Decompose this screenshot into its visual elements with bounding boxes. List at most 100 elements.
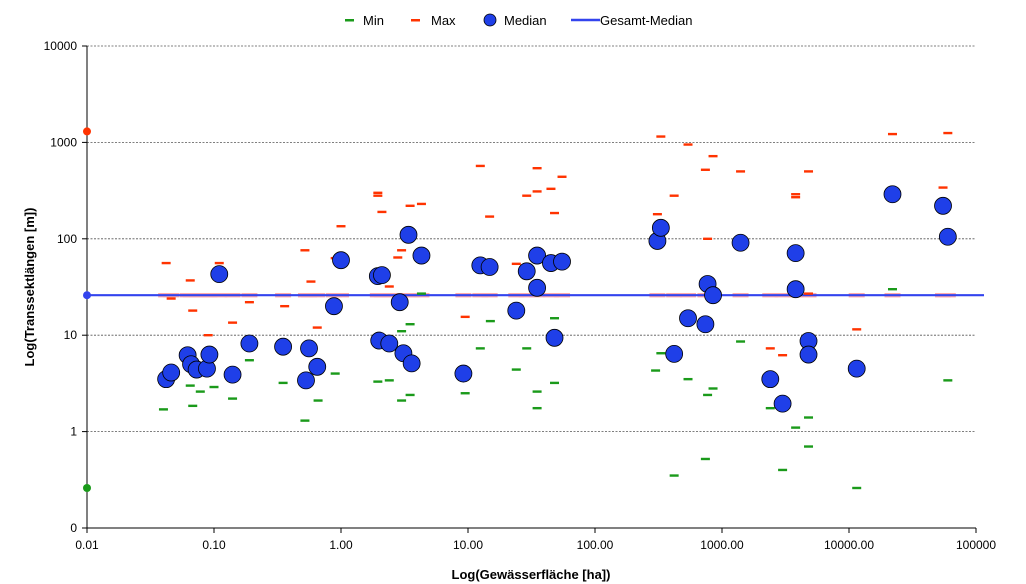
median-point [528, 278, 546, 297]
max-mark [185, 279, 195, 282]
median-point [274, 337, 292, 356]
max-mark [778, 354, 788, 357]
min-mark [397, 330, 407, 333]
median-point [773, 394, 792, 413]
median-point [402, 354, 421, 373]
median-point [297, 371, 315, 390]
x-tick-label: 0.10 [202, 538, 226, 552]
max-mark [683, 143, 693, 146]
max-mark [656, 135, 666, 138]
max-mark [166, 297, 176, 300]
max-mark [765, 347, 775, 350]
median-point [761, 370, 780, 389]
x-tick-label: 10000.00 [824, 538, 874, 552]
min-mark [852, 486, 862, 490]
median-point [412, 246, 431, 265]
median-point [162, 363, 181, 382]
median-point [883, 185, 902, 204]
min-mark [532, 390, 542, 393]
max-mark [244, 300, 254, 304]
max-mark [546, 187, 556, 191]
median-point [399, 225, 418, 244]
x-tick-label: 1000.00 [700, 538, 744, 552]
median-point [200, 345, 219, 364]
max-mark [416, 202, 426, 206]
max-mark [511, 262, 521, 266]
median-point [308, 357, 327, 376]
min-mark [397, 399, 407, 402]
min-mark [804, 416, 814, 419]
median-point [665, 344, 684, 363]
min-mark [384, 379, 394, 382]
max-mark [532, 166, 542, 170]
legend: Min Max Median Gesamt-Median [345, 13, 692, 28]
min-mark [313, 399, 323, 402]
min-mark [244, 359, 254, 362]
y-axis-title: Log(Transsektlängen [m]) [22, 208, 37, 367]
min-mark [522, 347, 532, 350]
min-mark [651, 369, 661, 372]
min-mark [158, 408, 168, 411]
max-mark [460, 315, 470, 319]
min-mark [373, 380, 383, 383]
median-point [731, 233, 750, 252]
x-tick-label: 100.00 [577, 538, 614, 552]
min-mark [656, 352, 666, 355]
legend-median-label: Median [504, 13, 547, 28]
min-mark [209, 385, 219, 389]
median-point [373, 266, 391, 285]
median-point [799, 345, 818, 364]
max-mark [228, 321, 238, 324]
x-tick-label: 1.00 [329, 538, 353, 552]
max-mark [804, 292, 814, 295]
min-mark [405, 393, 415, 397]
min-mark [405, 323, 415, 326]
gesamt-axis-marker [83, 291, 91, 300]
max-mark [280, 304, 290, 308]
median-point [390, 293, 409, 312]
median-point [240, 334, 259, 353]
min-mark [511, 368, 521, 371]
data-marks [83, 127, 957, 492]
max-mark [943, 131, 953, 135]
min-mark [416, 292, 426, 295]
max-mark [852, 328, 862, 331]
y-tick-label: 100 [57, 232, 77, 246]
max-mark [475, 164, 485, 168]
min-mark [791, 426, 801, 429]
max-mark [887, 132, 897, 136]
median-point [380, 334, 399, 353]
min-mark [708, 387, 718, 390]
max-mark [373, 194, 383, 197]
max-mark [669, 194, 679, 197]
max-mark [397, 249, 407, 252]
min-mark [485, 319, 495, 323]
max-mark [522, 194, 532, 197]
max-mark [708, 154, 718, 158]
max-mark [736, 170, 746, 173]
max-mark [384, 285, 394, 288]
median-point [528, 246, 546, 265]
x-tick-label: 10.00 [453, 538, 483, 552]
x-tick-label: 100000 [956, 538, 996, 552]
median-point [786, 244, 805, 263]
x-ticks: 0.01 0.10 1.00 10.00 100.00 1000.00 10000.00 10… [75, 528, 996, 552]
median-point [704, 286, 722, 305]
min-mark [887, 288, 897, 291]
median-point [545, 328, 564, 347]
gesamt-axis-marker [83, 483, 91, 492]
max-mark [203, 334, 213, 337]
max-mark [373, 191, 383, 195]
max-mark [214, 261, 224, 265]
y-tick-label: 10000 [44, 39, 78, 53]
min-mark [550, 317, 560, 320]
median-point [934, 196, 952, 215]
min-mark [300, 419, 310, 422]
median-point [325, 297, 343, 316]
max-mark [188, 309, 198, 312]
legend-median-marker [483, 13, 497, 27]
median-point [507, 301, 526, 320]
median-point [332, 251, 350, 270]
median-point [210, 265, 229, 284]
